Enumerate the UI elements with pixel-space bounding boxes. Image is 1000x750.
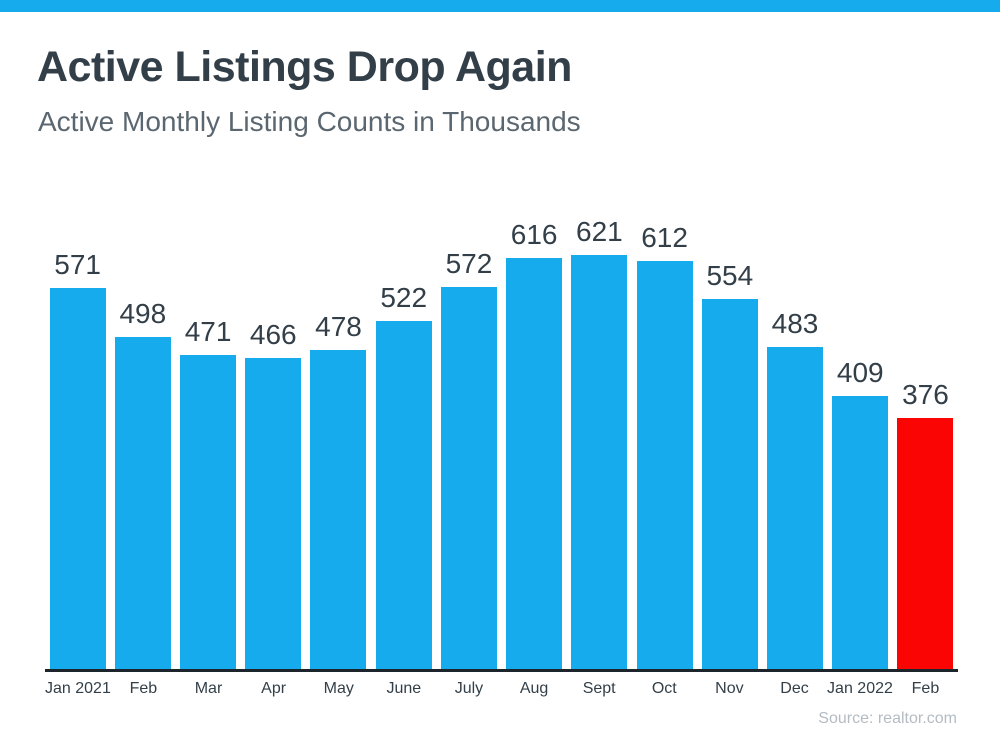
bar-feb xyxy=(897,418,954,669)
x-axis-line xyxy=(45,669,958,672)
bar-value-label: 498 xyxy=(119,298,167,329)
chart-subtitle: Active Monthly Listing Counts in Thousan… xyxy=(38,106,581,137)
bar-feb xyxy=(114,337,171,669)
top-accent-bar xyxy=(0,0,1000,12)
bar-group-jan-2021: 571 xyxy=(45,249,110,669)
x-axis-label-jan-2021: Jan 2021 xyxy=(45,680,111,697)
x-axis-label-july: July xyxy=(454,680,484,697)
bar-dec xyxy=(767,347,824,669)
bar-group-july: 572 xyxy=(436,248,501,669)
bar-group-june: 522 xyxy=(371,282,436,669)
bar-nov xyxy=(701,299,758,669)
x-axis-label-mar: Mar xyxy=(194,680,223,697)
bar-value-label: 471 xyxy=(184,316,232,347)
bar-group-may: 478 xyxy=(306,311,371,669)
bar-group-oct: 612 xyxy=(632,222,697,669)
x-axis-label-nov: Nov xyxy=(715,680,744,697)
bar-group-mar: 471 xyxy=(175,316,240,669)
bar-group-sept: 621 xyxy=(567,216,632,669)
chart-title: Active Listings Drop Again xyxy=(37,43,572,91)
bar-may xyxy=(310,350,367,669)
source-attribution: Source: realtor.com xyxy=(818,710,957,727)
bar-group-feb: 376 xyxy=(893,379,958,669)
bar-value-label: 571 xyxy=(54,249,101,280)
x-axis-label-oct: Oct xyxy=(651,680,677,697)
bar-sept xyxy=(571,255,628,669)
x-axis-label-may: May xyxy=(323,680,354,697)
bar-value-label: 483 xyxy=(771,308,819,339)
bar-apr xyxy=(245,358,302,669)
bar-jan-2022 xyxy=(832,396,889,669)
bar-group-feb: 498 xyxy=(110,298,175,669)
bar-mar xyxy=(180,355,237,669)
bar-value-label: 612 xyxy=(641,222,688,253)
x-axis-label-june: June xyxy=(386,680,422,697)
bar-group-apr: 466 xyxy=(241,319,306,669)
bar-group-aug: 616 xyxy=(502,219,567,669)
x-axis-label-apr: Apr xyxy=(261,680,287,697)
bar-value-label: 409 xyxy=(836,357,884,388)
x-axis-label-feb: Feb xyxy=(129,680,158,697)
x-axis-label-jan-2022: Jan 2022 xyxy=(827,680,893,697)
x-axis-label-sept: Sept xyxy=(582,680,616,697)
bar-value-label: 554 xyxy=(706,260,754,291)
x-axis-label-aug: Aug xyxy=(519,680,549,697)
bar-value-label: 466 xyxy=(249,319,297,350)
bar-group-jan-2022: 409 xyxy=(828,357,893,669)
bar-oct xyxy=(636,261,693,669)
bar-value-label: 478 xyxy=(315,311,362,342)
bar-value-label: 621 xyxy=(576,216,623,247)
bar-june xyxy=(375,321,432,669)
bar-group-nov: 554 xyxy=(697,260,762,669)
x-axis-label-dec: Dec xyxy=(780,680,809,697)
bar-jan-2021 xyxy=(49,288,106,669)
bar-value-label: 616 xyxy=(510,219,558,250)
bar-value-label: 376 xyxy=(902,379,949,410)
bar-chart: 571 498 471 466 478 522 572 616 621 612 554 483 409 3… xyxy=(45,199,958,669)
bar-group-dec: 483 xyxy=(762,308,827,669)
bar-value-label: 522 xyxy=(380,282,428,313)
bar-value-label: 572 xyxy=(445,248,493,279)
x-axis-labels: Jan 2021 Feb Mar Apr May June July Aug Sept Oct No… xyxy=(45,680,958,698)
bar-aug xyxy=(506,258,563,669)
x-axis-label-feb: Feb xyxy=(911,680,940,697)
bar-july xyxy=(440,287,497,669)
